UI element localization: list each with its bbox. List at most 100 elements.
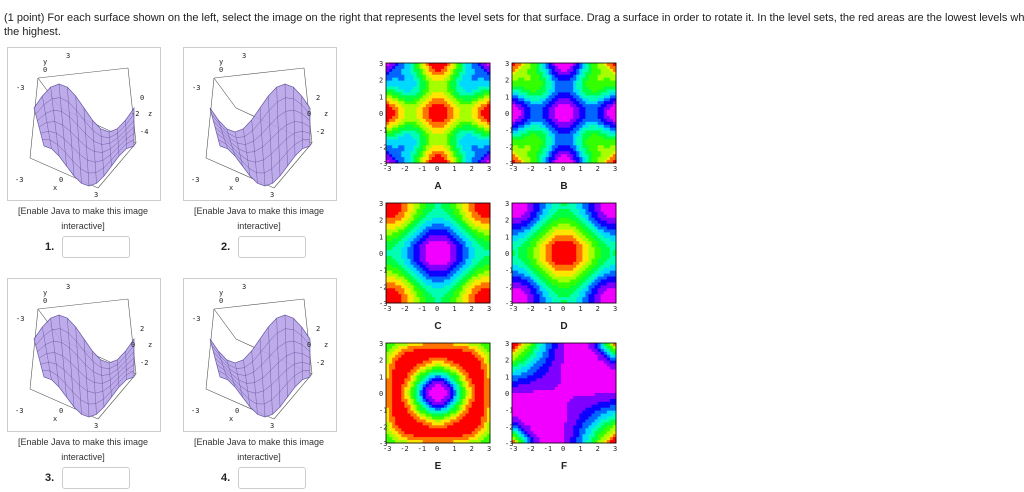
- contour-cell: [468, 101, 473, 105]
- contour-cell: [573, 127, 577, 132]
- contour-cell: [527, 220, 531, 224]
- contour-cell: [386, 127, 390, 132]
- contour-cell: [545, 77, 550, 82]
- contour-cell: [560, 130, 565, 134]
- contour-cell: [530, 203, 534, 207]
- contour-cell: [462, 267, 466, 272]
- contour-cell: [416, 80, 421, 84]
- contour-cell: [431, 104, 436, 108]
- contour-cell: [536, 104, 540, 108]
- contour-cell: [527, 68, 531, 73]
- contour-cell: [591, 98, 595, 102]
- contour-cell: [395, 217, 399, 222]
- contour-cell: [564, 121, 568, 126]
- contour-cell: [431, 68, 436, 73]
- contour-cell: [594, 226, 599, 230]
- contour-cell: [395, 65, 399, 70]
- contour-cell: [597, 288, 602, 292]
- contour-cell: [585, 250, 589, 254]
- contour-cell: [474, 142, 479, 146]
- contour-cell: [465, 208, 469, 213]
- contour-cell: [474, 360, 479, 364]
- contour-cell: [551, 89, 556, 93]
- contour-cell: [428, 148, 433, 152]
- contour-cell: [512, 279, 516, 283]
- contour-cell: [609, 136, 614, 140]
- contour-cell: [425, 232, 430, 236]
- contour-cell: [447, 68, 451, 73]
- contour-cell: [480, 255, 485, 260]
- contour-cell: [434, 205, 439, 210]
- contour-cell: [480, 267, 485, 272]
- contour-cell: [533, 294, 537, 298]
- contour-cell: [419, 214, 424, 219]
- contour-cell: [588, 241, 592, 245]
- contour-cell: [428, 115, 433, 120]
- contour-cell: [521, 160, 525, 164]
- contour-cell: [536, 136, 540, 140]
- contour-cell: [582, 291, 586, 295]
- contour-cell: [539, 115, 543, 120]
- contour-cell: [548, 71, 553, 76]
- contour-cell: [533, 151, 537, 155]
- contour-cell: [594, 267, 599, 272]
- contour-cell: [450, 86, 454, 90]
- contour-cell: [468, 214, 473, 219]
- contour-cell: [564, 247, 568, 251]
- contour-cell: [603, 157, 608, 161]
- contour-cell: [401, 142, 405, 146]
- contour-cell: [588, 250, 592, 254]
- contour-cell: [425, 63, 430, 67]
- contour-cell: [518, 136, 522, 140]
- contour-cell: [413, 351, 417, 356]
- contour-cell: [465, 160, 469, 164]
- contour-cell: [567, 113, 571, 117]
- contour-cell: [410, 95, 414, 99]
- contour-cell: [594, 86, 599, 90]
- contour-cell: [609, 65, 614, 70]
- contour-cell: [582, 92, 586, 96]
- contour-cell: [447, 214, 451, 219]
- contour-cell: [431, 253, 436, 257]
- contour-cell: [527, 291, 531, 295]
- contour-cell: [474, 92, 479, 96]
- contour-cell: [453, 294, 457, 298]
- contour-cell: [609, 253, 614, 257]
- contour-cell: [557, 279, 562, 283]
- contour-cell: [570, 89, 574, 93]
- contour-cell: [422, 241, 427, 245]
- contour-cell: [527, 229, 531, 233]
- contour-cell: [416, 121, 421, 126]
- contour-cell: [557, 113, 562, 117]
- contour-cell: [588, 110, 592, 114]
- contour-cell: [459, 101, 463, 105]
- contour-cell: [434, 110, 439, 114]
- contour-cell: [567, 291, 571, 295]
- contour-cell: [395, 238, 399, 242]
- contour-cell: [431, 285, 436, 289]
- contour-cell: [483, 154, 488, 158]
- contour-cell: [422, 235, 427, 239]
- contour-cell: [579, 220, 583, 224]
- contour-cell: [447, 217, 451, 222]
- contour-cell: [480, 282, 485, 286]
- contour-cell: [612, 98, 617, 102]
- contour-cell: [518, 115, 522, 120]
- contour-cell: [438, 205, 442, 210]
- contour-cell: [527, 238, 531, 242]
- contour-cell: [600, 294, 605, 298]
- contour-cell: [386, 217, 390, 222]
- contour-cell: [413, 133, 417, 137]
- contour-cell: [560, 229, 565, 233]
- contour-cell: [398, 63, 402, 67]
- contour-cell: [447, 345, 451, 350]
- contour-cell: [465, 261, 469, 266]
- contour-cell: [573, 211, 577, 216]
- contour-cell: [597, 77, 602, 82]
- contour-cell: [456, 232, 460, 236]
- contour-cell: [518, 282, 522, 286]
- contour-cell: [474, 83, 479, 87]
- contour-cell: [524, 71, 528, 76]
- contour-cell: [533, 98, 537, 102]
